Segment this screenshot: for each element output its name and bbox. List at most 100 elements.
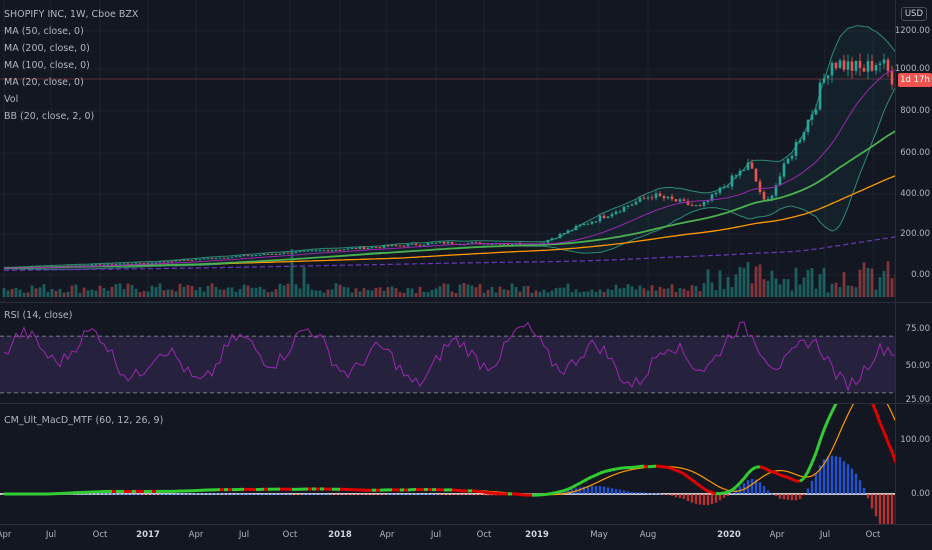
macd-line-segment xyxy=(687,475,693,482)
time-label: Apr xyxy=(769,530,785,540)
candle-body xyxy=(730,175,734,187)
candle-body xyxy=(446,242,450,244)
candle-body xyxy=(302,250,306,252)
macd-histogram-bar xyxy=(646,493,650,495)
candle-body xyxy=(190,259,194,261)
price-scale[interactable]: USD 1200.00 1000.00 800.00 600.00 400.00… xyxy=(895,0,932,302)
macd-scale[interactable]: 100.00 0.00 xyxy=(895,404,932,524)
rsi-chart[interactable] xyxy=(0,303,896,403)
macd-histogram-bar xyxy=(210,493,214,495)
macd-histogram-bar xyxy=(106,493,110,495)
indicator-ma200[interactable]: MA (200, close, 0) xyxy=(4,43,90,54)
pane-separator[interactable] xyxy=(0,302,932,303)
volume-bar xyxy=(650,285,654,297)
macd-line-segment xyxy=(455,488,461,493)
candle-body xyxy=(882,59,886,64)
macd-histogram-bar xyxy=(306,493,310,495)
rsi-legend: RSI (14, close) xyxy=(4,307,72,324)
candle-body xyxy=(386,245,390,247)
macd-histogram-bar xyxy=(762,485,766,494)
candle-body xyxy=(298,251,302,253)
macd-histogram-bar xyxy=(754,479,758,494)
macd-histogram-bar xyxy=(298,494,302,495)
macd-line-segment xyxy=(599,470,605,475)
macd-histogram-bar xyxy=(586,486,590,494)
price-chart[interactable] xyxy=(0,0,896,302)
volume-bar xyxy=(630,286,634,297)
pane-separator[interactable] xyxy=(0,524,932,525)
macd-histogram-bar xyxy=(114,493,118,495)
volume-bar xyxy=(566,283,570,297)
macd-histogram-bar xyxy=(90,493,94,495)
macd-histogram-bar xyxy=(466,494,470,495)
candle-body xyxy=(206,258,210,260)
macd-line-segment xyxy=(595,471,601,477)
macd-histogram-bar xyxy=(426,493,430,495)
candle-body xyxy=(854,60,858,71)
volume-bar xyxy=(814,288,818,297)
indicator-ma20[interactable]: MA (20, close, 0) xyxy=(4,77,84,88)
indicator-bb[interactable]: BB (20, close, 2, 0) xyxy=(4,111,95,122)
volume-bar xyxy=(198,287,202,297)
price-tick: 1200.00 xyxy=(894,26,930,36)
volume-bar xyxy=(686,290,690,297)
candle-body xyxy=(274,254,278,256)
candle-body xyxy=(582,223,586,226)
time-axis[interactable]: Apr Jul Oct 2017 Apr Jul Oct 2018 Apr Jul Oct 2019 M… xyxy=(0,524,896,550)
macd-histogram-bar xyxy=(814,473,818,494)
volume-bar xyxy=(758,264,762,297)
volume-bar xyxy=(30,285,34,297)
candle-body xyxy=(778,176,782,186)
macd-histogram-bar xyxy=(222,493,226,495)
candle-body xyxy=(802,132,806,141)
candle-body xyxy=(734,175,738,177)
volume-bar xyxy=(666,288,670,297)
volume-bar xyxy=(538,291,542,297)
candle-body xyxy=(558,233,562,239)
indicator-ma100[interactable]: MA (100, close, 0) xyxy=(4,60,90,71)
candle-body xyxy=(258,254,262,256)
pane-separator[interactable] xyxy=(0,403,932,404)
currency-label[interactable]: USD xyxy=(900,7,927,21)
volume-bar xyxy=(510,283,514,297)
volume-bar xyxy=(338,284,342,297)
volume-bar xyxy=(218,289,222,297)
rsi-label[interactable]: RSI (14, close) xyxy=(4,310,73,321)
candle-body xyxy=(326,250,330,252)
indicator-ma50[interactable]: MA (50, close, 0) xyxy=(4,26,84,37)
volume-bar xyxy=(258,286,262,297)
macd-line-segment xyxy=(695,481,701,488)
candle-body xyxy=(762,192,766,200)
time-label: Jul xyxy=(238,530,250,540)
volume-bar xyxy=(174,291,178,297)
macd-label[interactable]: CM_Ult_MacD_MTF (60, 12, 26, 9) xyxy=(4,415,164,426)
macd-histogram-bar xyxy=(346,494,350,495)
volume-bar xyxy=(274,289,278,297)
macd-pane[interactable]: CM_Ult_MacD_MTF (60, 12, 26, 9) 100.00 0… xyxy=(0,404,932,524)
volume-bar xyxy=(878,277,882,297)
volume-bar xyxy=(638,285,642,297)
volume-bar xyxy=(850,285,854,297)
macd-chart[interactable] xyxy=(0,404,896,524)
volume-bar xyxy=(870,268,874,297)
rsi-scale[interactable]: 75.00 50.00 25.00 xyxy=(895,303,932,405)
symbol-title[interactable]: SHOPIFY INC, 1W, Cboe BZX xyxy=(4,9,139,20)
macd-histogram-bar xyxy=(194,493,198,495)
macd-line-segment xyxy=(703,487,709,493)
volume-bar xyxy=(94,290,98,297)
macd-histogram-bar xyxy=(806,488,810,494)
volume-bar xyxy=(770,270,774,297)
price-pane[interactable]: SHOPIFY INC, 1W, Cboe BZX MA (50, close,… xyxy=(0,0,932,302)
candle-body xyxy=(442,241,446,244)
macd-histogram-bar xyxy=(162,493,166,495)
volume-bar xyxy=(518,291,522,297)
candle-body xyxy=(826,75,830,79)
macd-histogram-bar xyxy=(822,459,826,494)
macd-histogram-bar xyxy=(110,493,114,495)
indicator-vol[interactable]: Vol xyxy=(4,94,19,105)
macd-line-segment xyxy=(475,489,481,494)
candle-body xyxy=(594,221,598,223)
price-tick: 200.00 xyxy=(900,229,930,239)
volume-bar xyxy=(886,261,890,297)
rsi-pane[interactable]: RSI (14, close) 75.00 50.00 25.00 xyxy=(0,303,932,405)
